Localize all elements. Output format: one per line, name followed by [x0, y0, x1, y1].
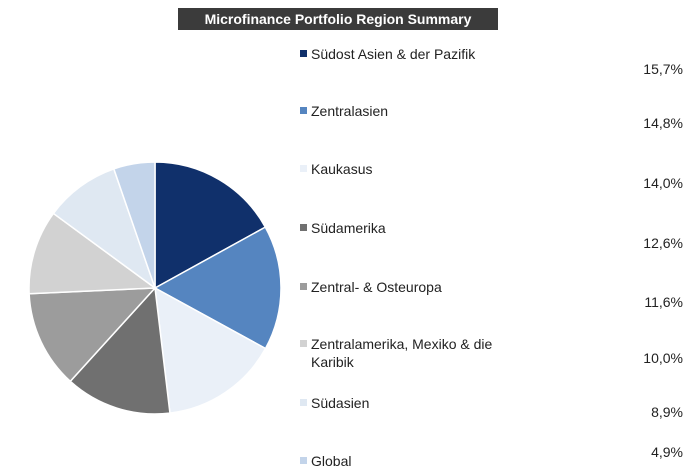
chart-title: Microfinance Portfolio Region Summary [178, 8, 498, 30]
value-label: 11,6% [644, 294, 683, 310]
value-label: 8,9% [651, 404, 683, 420]
value-label: 4,9% [651, 444, 683, 460]
pie-slice [154, 286, 267, 414]
legend-item: Südost Asien & der Pazifik [300, 45, 510, 63]
legend-label: Zentral- & Osteuropa [311, 279, 442, 295]
legend-label: Kaukasus [311, 161, 373, 177]
legend-label: Südost Asien & der Pazifik [311, 46, 476, 62]
legend-item: Kaukasus [300, 160, 510, 178]
pie-slice [28, 212, 158, 295]
legend-swatch [300, 399, 307, 406]
legend-label: Global [311, 453, 352, 466]
legend-swatch [300, 457, 307, 464]
legend-swatch [300, 50, 307, 57]
pie-slice [112, 161, 156, 289]
value-label: 14,0% [643, 175, 683, 191]
legend-label: Zentralasien [311, 103, 389, 119]
legend-item: Global [300, 452, 510, 466]
value-label: 15,7% [643, 61, 683, 77]
legend-label: Südasien [311, 395, 370, 411]
pie-slice [154, 161, 267, 290]
pie-slice [153, 226, 282, 350]
legend-swatch [300, 165, 307, 172]
legend-swatch [300, 224, 307, 231]
legend-swatch [300, 107, 307, 114]
legend-item: Zentralamerika, Mexiko & die Karibik [300, 335, 510, 371]
legend-label: Zentralamerika, Mexiko & die Karibik [311, 336, 493, 370]
legend-item: Zentral- & Osteuropa [300, 278, 510, 296]
pie-slice [52, 167, 157, 291]
value-label: 14,8% [643, 115, 683, 131]
legend-swatch [300, 340, 307, 347]
pie-slice [28, 287, 157, 383]
legend-label: Südamerika [311, 220, 386, 236]
legend-swatch [300, 283, 307, 290]
value-label: 10,0% [643, 350, 683, 366]
legend-item: Südasien [300, 394, 510, 412]
value-label: 12,6% [643, 235, 683, 251]
pie-slice [69, 286, 171, 415]
legend-item: Zentralasien [300, 102, 510, 120]
legend-item: Südamerika [300, 219, 510, 237]
